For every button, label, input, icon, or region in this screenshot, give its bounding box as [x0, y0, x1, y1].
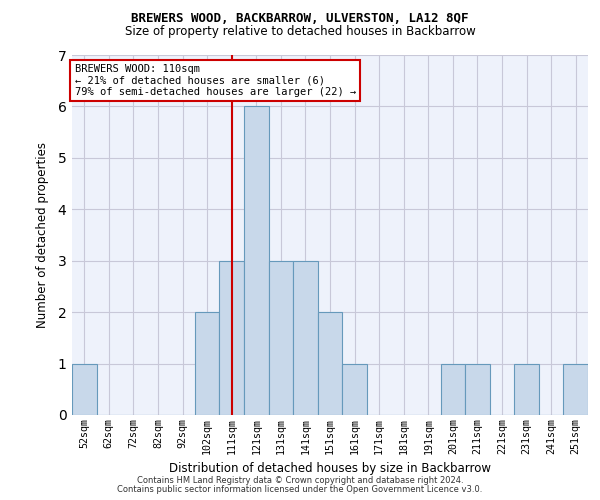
- Text: Contains HM Land Registry data © Crown copyright and database right 2024.: Contains HM Land Registry data © Crown c…: [137, 476, 463, 485]
- Bar: [514, 364, 539, 415]
- Text: BREWERS WOOD, BACKBARROW, ULVERSTON, LA12 8QF: BREWERS WOOD, BACKBARROW, ULVERSTON, LA1…: [131, 12, 469, 24]
- X-axis label: Distribution of detached houses by size in Backbarrow: Distribution of detached houses by size …: [169, 462, 491, 475]
- Text: Size of property relative to detached houses in Backbarrow: Size of property relative to detached ho…: [125, 25, 475, 38]
- Bar: [318, 312, 342, 415]
- Text: Contains public sector information licensed under the Open Government Licence v3: Contains public sector information licen…: [118, 485, 482, 494]
- Y-axis label: Number of detached properties: Number of detached properties: [36, 142, 49, 328]
- Text: BREWERS WOOD: 110sqm
← 21% of detached houses are smaller (6)
79% of semi-detach: BREWERS WOOD: 110sqm ← 21% of detached h…: [74, 64, 356, 97]
- Bar: [244, 106, 269, 415]
- Bar: [269, 260, 293, 415]
- Bar: [563, 364, 588, 415]
- Bar: [293, 260, 318, 415]
- Bar: [195, 312, 220, 415]
- Bar: [465, 364, 490, 415]
- Bar: [72, 364, 97, 415]
- Bar: [342, 364, 367, 415]
- Bar: [440, 364, 465, 415]
- Bar: [220, 260, 244, 415]
